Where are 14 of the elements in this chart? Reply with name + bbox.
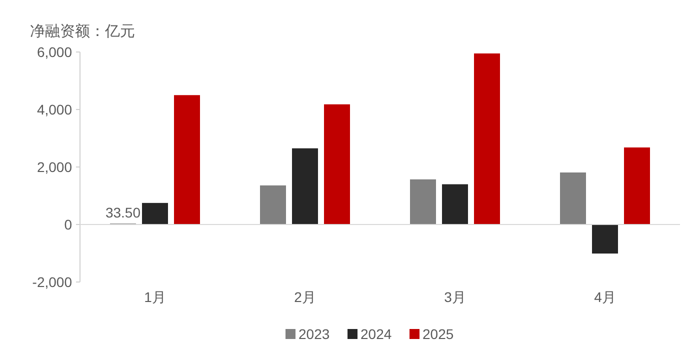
x-tick-label: 4月 [594,289,616,305]
legend-label: 2023 [298,326,330,342]
x-tick-label: 2月 [294,289,316,305]
y-tick-label: 2,000 [36,159,72,175]
legend-label: 2024 [360,326,392,342]
y-tick-label: 0 [64,216,72,232]
x-tick-label: 1月 [144,289,166,305]
data-label: 33.50 [105,204,141,221]
y-axis-title: 净融资额：亿元 [30,23,135,40]
y-tick-label: 6,000 [36,44,72,60]
legend-label: 2025 [422,326,454,342]
x-tick-label: 3月 [444,289,466,305]
y-tick-label: 4,000 [36,102,72,118]
y-tick-label: -2,000 [32,274,72,290]
